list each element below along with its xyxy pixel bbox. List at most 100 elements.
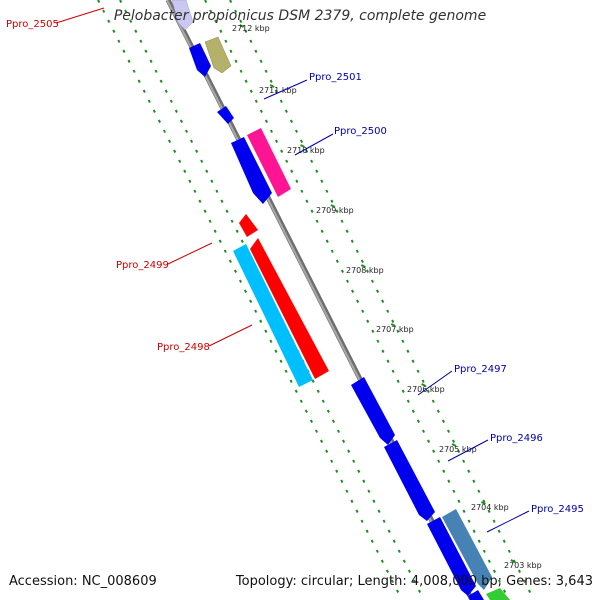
- grid-dot: [162, 129, 167, 133]
- gene-forward: [468, 590, 484, 600]
- grid-dot: [200, 159, 204, 163]
- grid-dot: [193, 189, 197, 193]
- grid-dot: [421, 379, 425, 383]
- grid-dot: [365, 529, 369, 533]
- grid-dot: [386, 359, 390, 363]
- tick-mark: [300, 144, 305, 148]
- grid-dot: [401, 339, 405, 343]
- grid-dot: [482, 549, 486, 553]
- grid-dot: [218, 239, 222, 243]
- grid-dot: [284, 109, 288, 113]
- tick-label: 2704 kbp: [471, 503, 509, 512]
- grid-dot: [289, 379, 293, 383]
- gene-steel: [442, 509, 492, 590]
- grid-dot: [365, 269, 369, 273]
- grid-dot: [335, 469, 339, 473]
- grid-dot: [467, 519, 471, 523]
- tick-mark: [510, 559, 516, 563]
- grid-dot: [122, 49, 126, 53]
- gene-reverse: [239, 214, 258, 237]
- grid-dot: [229, 0, 233, 3]
- gene-forward: [217, 106, 234, 124]
- grid-dot: [437, 459, 441, 463]
- grid-dot: [402, 559, 406, 563]
- grid-dot: [309, 419, 313, 423]
- tick-mark: [269, 84, 275, 88]
- grid-dot: [385, 569, 389, 573]
- grid-dot: [381, 299, 385, 303]
- grid-dot: [127, 59, 131, 63]
- grid-dot: [147, 99, 151, 103]
- grid-dot: [452, 439, 456, 443]
- grid-dot: [228, 259, 232, 263]
- grid-dot: [190, 139, 194, 143]
- grid-dot: [275, 139, 279, 143]
- grid-dot: [149, 59, 153, 63]
- grid-dot: [355, 249, 359, 253]
- grid-dot: [97, 0, 101, 3]
- grid-dot: [335, 209, 339, 213]
- tick-label: 2709 kbp: [316, 206, 354, 215]
- grid-dot: [360, 519, 364, 523]
- grid-dot: [244, 79, 248, 83]
- grid-dot: [340, 219, 344, 223]
- grid-dot: [446, 429, 451, 433]
- grid-dot: [264, 119, 268, 123]
- grid-dot: [386, 309, 390, 313]
- grid-dot: [107, 19, 111, 23]
- grid-dot: [139, 39, 143, 43]
- grid-dot: [355, 509, 359, 513]
- grid-dot: [235, 229, 239, 233]
- grid-dot: [412, 579, 417, 583]
- grid-dot: [223, 249, 227, 253]
- topology-summary: Topology: circular; Length: 4,008,000 bp…: [235, 574, 593, 589]
- grid-dot: [462, 509, 466, 513]
- grid-dot: [183, 169, 187, 173]
- grid-dot: [407, 569, 411, 573]
- gene-forward: [189, 43, 211, 77]
- tick-label: 2710 kbp: [287, 146, 325, 155]
- gene-labels: Ppro_2505 Ppro_2501 Ppro_2500 Ppro_2499 …: [6, 7, 584, 533]
- grid-dot: [310, 209, 314, 213]
- grid-dot: [279, 359, 283, 363]
- grid-dot: [367, 489, 371, 493]
- grid-dot: [102, 9, 106, 13]
- grid-dot: [477, 539, 481, 543]
- grid-dot: [411, 409, 415, 413]
- grid-dot: [249, 39, 253, 43]
- grid-dot: [112, 29, 116, 33]
- grid-dot: [325, 239, 329, 243]
- gene-forward: [351, 377, 395, 445]
- tick-mark: [330, 204, 336, 208]
- grid-dot: [239, 69, 243, 73]
- gene-label: Ppro_2496: [490, 433, 543, 444]
- grid-dot: [467, 469, 471, 473]
- grid-dot: [269, 79, 273, 83]
- grid-dot: [325, 189, 329, 193]
- grid-dot: [119, 0, 123, 3]
- grid-dot: [492, 519, 496, 523]
- grid-dot: [370, 279, 375, 283]
- grid-dot: [117, 39, 121, 43]
- grid-dot: [497, 579, 502, 583]
- gene-label: Ppro_2501: [309, 72, 362, 83]
- grid-dot: [457, 449, 461, 453]
- grid-dot: [517, 569, 521, 573]
- grid-dot: [137, 79, 141, 83]
- grid-dot: [361, 309, 365, 313]
- grid-dot: [315, 169, 319, 173]
- grid-dot: [382, 519, 386, 523]
- grid-dot: [421, 429, 426, 433]
- grid-dot: [507, 549, 511, 553]
- tick-mark: [390, 323, 396, 327]
- grid-dot: [214, 19, 218, 23]
- grid-dot: [342, 439, 346, 443]
- grid-dot: [239, 19, 243, 23]
- grid-dot: [259, 109, 263, 113]
- grid-dot: [352, 459, 356, 463]
- grid-dot: [213, 229, 217, 233]
- tick-label: 2708 kbp: [346, 266, 384, 275]
- grid-dot: [184, 129, 189, 133]
- grid-dot: [335, 259, 339, 263]
